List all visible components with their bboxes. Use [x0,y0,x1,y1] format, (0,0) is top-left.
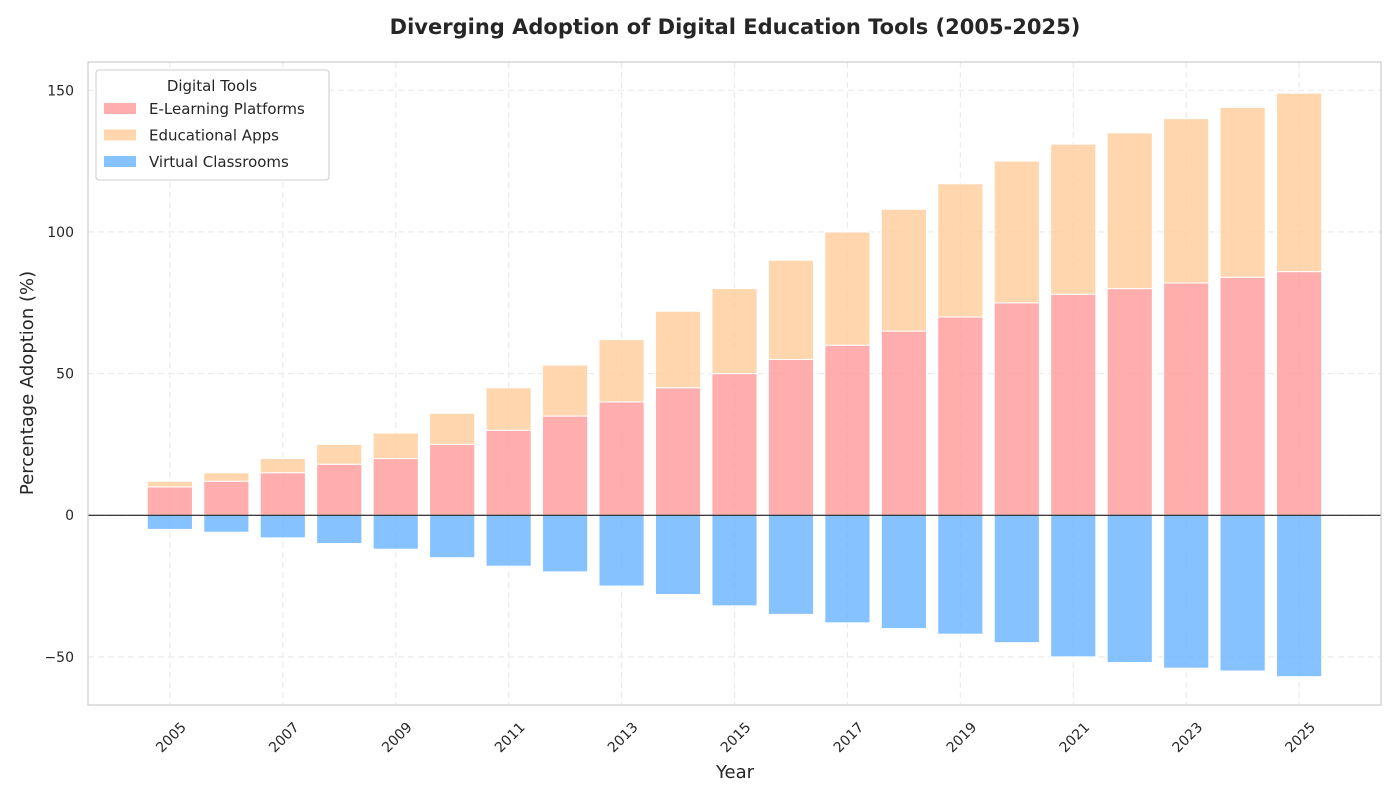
bar-educational-apps [146,480,193,488]
bar-e-learning-platforms [259,472,306,516]
bar-virtual-classrooms [429,514,476,559]
legend: Digital Tools E-Learning Platforms Educat… [95,69,330,181]
bar-educational-apps [1050,143,1097,295]
bar-educational-apps [711,288,758,375]
bar-e-learning-platforms [711,373,758,516]
bar-educational-apps [598,339,645,403]
bar-virtual-classrooms [542,514,589,573]
chart-title: Diverging Adoption of Digital Education … [390,15,1081,39]
bar-educational-apps [654,310,702,389]
bar-educational-apps [429,412,476,445]
legend-label: Virtual Classrooms [149,153,289,171]
bar-virtual-classrooms [711,514,758,607]
bar-e-learning-platforms [767,358,815,516]
bar-e-learning-platforms [429,443,476,516]
bar-virtual-classrooms [598,514,645,587]
legend-entries: E-Learning Platforms Educational Apps Virt… [104,100,305,171]
bar-virtual-classrooms [1276,514,1323,678]
bar-e-learning-platforms [485,429,532,516]
bar-virtual-classrooms [372,514,419,550]
bar-e-learning-platforms [203,480,250,516]
bar-educational-apps [203,472,250,482]
y-tick-label: −50 [44,650,74,666]
bar-virtual-classrooms [654,514,702,596]
legend-swatch [104,129,136,141]
x-axis-label: Year [715,762,755,783]
y-tick-label: 50 [56,367,74,383]
bar-virtual-classrooms [203,514,250,533]
bar-virtual-classrooms [1219,514,1266,672]
bar-virtual-classrooms [824,514,871,624]
y-axis-label: Percentage Adoption (%) [17,271,38,495]
bar-e-learning-platforms [542,415,589,516]
legend-box [95,69,330,181]
legend-swatch [104,103,136,114]
bar-e-learning-platforms [598,401,645,516]
bar-virtual-classrooms [1050,514,1097,658]
bars-layer [146,92,1323,678]
bar-educational-apps [485,387,532,431]
bar-e-learning-platforms [880,330,927,516]
y-tick-label: 100 [47,225,74,241]
bar-virtual-classrooms [993,514,1040,644]
bar-e-learning-platforms [1219,276,1266,516]
bar-educational-apps [316,443,363,465]
bar-e-learning-platforms [146,486,193,516]
bar-virtual-classrooms [316,514,363,545]
y-tick-label: 150 [47,83,74,99]
bar-virtual-classrooms [767,514,815,615]
legend-title: Digital Tools [167,77,258,95]
bar-educational-apps [880,208,927,332]
bar-educational-apps [1163,118,1210,284]
bar-e-learning-platforms [316,463,363,516]
bar-educational-apps [1276,92,1323,273]
bar-e-learning-platforms [1276,271,1323,516]
bar-e-learning-platforms [937,316,984,516]
bar-e-learning-platforms [372,458,419,516]
legend-label: Educational Apps [149,127,279,145]
bar-educational-apps [1106,132,1153,290]
bar-e-learning-platforms [654,387,702,516]
plot-frame [87,61,1382,706]
bar-virtual-classrooms [1106,514,1153,664]
bar-educational-apps [937,183,984,318]
bar-educational-apps [1219,106,1266,278]
bar-educational-apps [824,231,871,346]
y-tick-label: 0 [65,508,74,524]
bar-e-learning-platforms [1050,293,1097,516]
legend-label: E-Learning Platforms [149,100,305,118]
legend-swatch [104,156,136,167]
bar-educational-apps [993,160,1040,304]
bar-virtual-classrooms [880,514,927,630]
bar-e-learning-platforms [824,344,871,516]
bar-virtual-classrooms [146,514,193,530]
bar-e-learning-platforms [993,302,1040,516]
bar-virtual-classrooms [259,514,306,539]
bar-e-learning-platforms [1106,288,1153,516]
bar-educational-apps [767,259,815,360]
bar-educational-apps [372,432,419,460]
bar-virtual-classrooms [1163,514,1210,669]
bar-virtual-classrooms [937,514,984,635]
bar-educational-apps [259,458,306,474]
bar-virtual-classrooms [485,514,532,567]
bar-e-learning-platforms [1163,282,1210,516]
bar-educational-apps [542,364,589,417]
